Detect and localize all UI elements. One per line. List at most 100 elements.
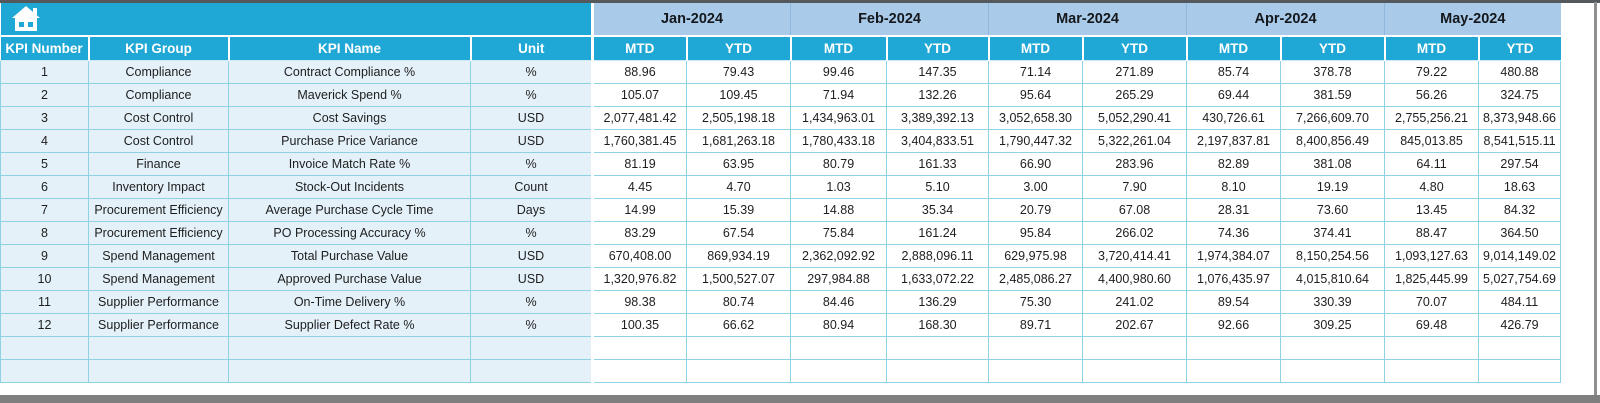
kpi-name-cell[interactable]: Total Purchase Value: [228, 243, 471, 268]
kpi-value-cell[interactable]: 4.80: [1384, 174, 1480, 199]
empty-cell[interactable]: [88, 358, 229, 383]
kpi-number-cell[interactable]: 6: [0, 174, 89, 199]
kpi-value-cell[interactable]: 8,373,948.66: [1478, 105, 1562, 130]
empty-cell[interactable]: [0, 335, 89, 360]
empty-cell[interactable]: [1186, 335, 1282, 360]
kpi-value-cell[interactable]: 297,984.88: [790, 266, 888, 291]
kpi-name-cell[interactable]: Contract Compliance %: [228, 59, 471, 84]
empty-cell[interactable]: [1478, 335, 1562, 360]
ytd-subheader[interactable]: YTD: [685, 36, 791, 61]
mtd-subheader[interactable]: MTD: [591, 36, 687, 61]
home-icon[interactable]: [10, 5, 590, 33]
kpi-value-cell[interactable]: 28.31: [1186, 197, 1282, 222]
kpi-value-cell[interactable]: 1,974,384.07: [1186, 243, 1282, 268]
unit-cell[interactable]: %: [470, 82, 593, 107]
kpi-value-cell[interactable]: 99.46: [790, 59, 888, 84]
kpi-value-cell[interactable]: 2,755,256.21: [1384, 105, 1480, 130]
kpi-value-cell[interactable]: 19.19: [1280, 174, 1386, 199]
empty-cell[interactable]: [790, 358, 888, 383]
kpi-value-cell[interactable]: 1,093,127.63: [1384, 243, 1480, 268]
kpi-value-cell[interactable]: 80.94: [790, 312, 888, 337]
kpi-value-cell[interactable]: 1,790,447.32: [988, 128, 1084, 153]
unit-header[interactable]: Unit: [469, 36, 593, 61]
mtd-subheader[interactable]: MTD: [1185, 36, 1281, 61]
unit-cell[interactable]: %: [470, 289, 593, 314]
kpi-group-cell[interactable]: Cost Control: [88, 105, 229, 130]
kpi-value-cell[interactable]: 89.71: [988, 312, 1084, 337]
kpi-value-cell[interactable]: 81.19: [591, 151, 687, 176]
kpi-value-cell[interactable]: 80.74: [685, 289, 792, 314]
empty-cell[interactable]: [228, 358, 471, 383]
kpi-name-cell[interactable]: Stock-Out Incidents: [228, 174, 471, 199]
kpi-value-cell[interactable]: 75.30: [988, 289, 1084, 314]
kpi-value-cell[interactable]: 2,505,198.18: [685, 105, 792, 130]
unit-cell[interactable]: USD: [470, 266, 593, 291]
kpi-value-cell[interactable]: 670,408.00: [591, 243, 687, 268]
kpi-value-cell[interactable]: 2,077,481.42: [591, 105, 687, 130]
kpi-value-cell[interactable]: 378.78: [1280, 59, 1386, 84]
kpi-value-cell[interactable]: 95.64: [988, 82, 1084, 107]
kpi-value-cell[interactable]: 84.32: [1478, 197, 1562, 222]
unit-cell[interactable]: %: [470, 59, 593, 84]
kpi-value-cell[interactable]: 95.84: [988, 220, 1084, 245]
kpi-value-cell[interactable]: 3.00: [988, 174, 1084, 199]
empty-cell[interactable]: [790, 335, 888, 360]
kpi-value-cell[interactable]: 5.10: [886, 174, 990, 199]
unit-cell[interactable]: Days: [470, 197, 593, 222]
kpi-value-cell[interactable]: 3,720,414.41: [1082, 243, 1188, 268]
kpi-value-cell[interactable]: 480.88: [1478, 59, 1562, 84]
kpi-value-cell[interactable]: 271.89: [1082, 59, 1188, 84]
kpi-value-cell[interactable]: 430,726.61: [1186, 105, 1282, 130]
kpi-number-cell[interactable]: 12: [0, 312, 89, 337]
kpi-value-cell[interactable]: 1,500,527.07: [685, 266, 792, 291]
kpi-value-cell[interactable]: 324.75: [1478, 82, 1562, 107]
month-header[interactable]: Feb-2024: [790, 3, 989, 37]
kpi-group-cell[interactable]: Supplier Performance: [88, 312, 229, 337]
kpi-number-cell[interactable]: 5: [0, 151, 89, 176]
kpi-value-cell[interactable]: 4,015,810.64: [1280, 266, 1386, 291]
kpi-value-cell[interactable]: 1,760,381.45: [591, 128, 687, 153]
kpi-number-cell[interactable]: 7: [0, 197, 89, 222]
empty-cell[interactable]: [1384, 358, 1480, 383]
empty-cell[interactable]: [1082, 335, 1188, 360]
kpi-value-cell[interactable]: 364.50: [1478, 220, 1562, 245]
kpi-group-cell[interactable]: Inventory Impact: [88, 174, 229, 199]
empty-cell[interactable]: [228, 335, 471, 360]
kpi-name-cell[interactable]: Cost Savings: [228, 105, 471, 130]
kpi-number-cell[interactable]: 10: [0, 266, 89, 291]
kpi-name-cell[interactable]: Maverick Spend %: [228, 82, 471, 107]
kpi-value-cell[interactable]: 1.03: [790, 174, 888, 199]
kpi-value-cell[interactable]: 8.10: [1186, 174, 1282, 199]
unit-cell[interactable]: %: [470, 151, 593, 176]
kpi-value-cell[interactable]: 2,485,086.27: [988, 266, 1084, 291]
kpi-name-cell[interactable]: On-Time Delivery %: [228, 289, 471, 314]
unit-cell[interactable]: %: [470, 312, 593, 337]
kpi-value-cell[interactable]: 35.34: [886, 197, 990, 222]
kpi-value-cell[interactable]: 98.38: [591, 289, 687, 314]
kpi-value-cell[interactable]: 283.96: [1082, 151, 1188, 176]
kpi-value-cell[interactable]: 2,362,092.92: [790, 243, 888, 268]
kpi-value-cell[interactable]: 80.79: [790, 151, 888, 176]
kpi-name-cell[interactable]: PO Processing Accuracy %: [228, 220, 471, 245]
kpi-value-cell[interactable]: 7.90: [1082, 174, 1188, 199]
kpi-value-cell[interactable]: 265.29: [1082, 82, 1188, 107]
kpi-group-cell[interactable]: Cost Control: [88, 128, 229, 153]
kpi-group-cell[interactable]: Compliance: [88, 59, 229, 84]
kpi-value-cell[interactable]: 3,404,833.51: [886, 128, 990, 153]
empty-cell[interactable]: [470, 335, 593, 360]
kpi-value-cell[interactable]: 9,014,149.02: [1478, 243, 1562, 268]
kpi-value-cell[interactable]: 70.07: [1384, 289, 1480, 314]
kpi-value-cell[interactable]: 14.88: [790, 197, 888, 222]
kpi-value-cell[interactable]: 79.43: [685, 59, 792, 84]
kpi-value-cell[interactable]: 88.47: [1384, 220, 1480, 245]
kpi-value-cell[interactable]: 1,825,445.99: [1384, 266, 1480, 291]
kpi-value-cell[interactable]: 1,681,263.18: [685, 128, 792, 153]
empty-cell[interactable]: [1280, 358, 1386, 383]
kpi-value-cell[interactable]: 66.90: [988, 151, 1084, 176]
kpi-value-cell[interactable]: 92.66: [1186, 312, 1282, 337]
kpi-value-cell[interactable]: 1,434,963.01: [790, 105, 888, 130]
kpi-number-cell[interactable]: 8: [0, 220, 89, 245]
kpi-name-cell[interactable]: Average Purchase Cycle Time: [228, 197, 471, 222]
empty-cell[interactable]: [1384, 335, 1480, 360]
kpi-group-cell[interactable]: Spend Management: [88, 266, 229, 291]
